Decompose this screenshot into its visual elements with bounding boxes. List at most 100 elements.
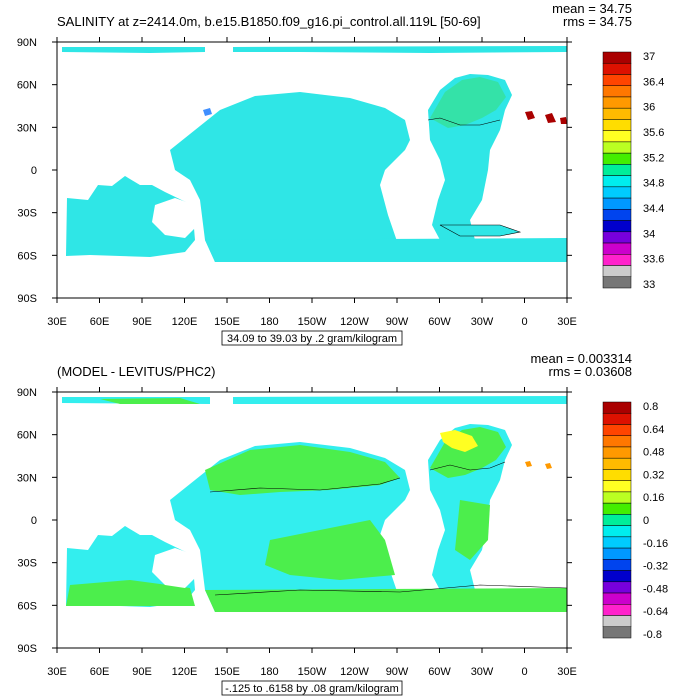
x-tick-label: 30E	[47, 316, 67, 328]
bottom-australia	[152, 548, 198, 588]
top-range-box	[221, 330, 403, 346]
colorbar-swatch	[602, 581, 632, 594]
top-pacific	[170, 92, 410, 262]
colorbar-swatch	[602, 197, 632, 210]
x-tick-label: 90W	[386, 316, 409, 328]
x-tick-label: 120E	[172, 666, 198, 678]
bottom-contour-2	[209, 477, 401, 493]
colorbar-label: 0.8	[643, 401, 658, 413]
y-tick-label: 60S	[17, 600, 37, 612]
x-tick-label: 30E	[557, 316, 577, 328]
colorbar-swatch	[602, 435, 632, 448]
colorbar-swatch	[602, 615, 632, 628]
top-southern-ocean	[205, 238, 567, 262]
top-north-atlantic	[430, 77, 506, 128]
y-tick-label: 90S	[17, 643, 37, 655]
top-australia	[152, 198, 198, 238]
top-colorbar: 37 36.4 36 35.6 35.2 34.8 34.4 34 33.6 33	[602, 51, 664, 291]
bottom-mean: mean = 0.003314	[530, 351, 632, 366]
top-red-patch-1	[525, 111, 535, 120]
colorbar-label: 34.4	[643, 203, 664, 215]
y-tick-label: 90N	[17, 387, 37, 399]
colorbar-swatch	[602, 220, 632, 233]
x-tick-label: 180	[260, 316, 278, 328]
x-tick-label: 30E	[557, 666, 577, 678]
y-tick-label: 0	[31, 165, 37, 177]
colorbar-swatch	[602, 96, 632, 109]
x-tick-label: 120E	[172, 316, 198, 328]
top-title: SALINITY at z=2414.0m, b.e15.B1850.f09_g…	[57, 14, 481, 29]
colorbar-swatch	[602, 570, 632, 583]
y-tick-label: 90N	[17, 37, 37, 49]
colorbar-swatch	[602, 74, 632, 86]
bottom-rms: rms = 0.03608	[549, 364, 632, 379]
top-axis-ticks: 30E 60E 90E 120E 150E 180 150W 120W 90W 60W 30W 0 30…	[17, 37, 577, 328]
colorbar-swatch	[602, 209, 632, 221]
colorbar-swatch	[602, 559, 632, 571]
top-contour-line	[427, 117, 501, 126]
bottom-axis-ticks: 30E 60E 90E 120E 150E 180 150W 120W 90W 60W 30W 0 30…	[17, 387, 577, 678]
colorbar-swatch	[602, 164, 632, 176]
y-tick-label: 0	[31, 515, 37, 527]
x-tick-label: 0	[521, 666, 527, 678]
x-tick-label: 60E	[90, 316, 110, 328]
bottom-range-box	[221, 680, 403, 696]
x-tick-label: 60W	[428, 316, 451, 328]
bottom-map	[57, 392, 567, 648]
colorbar-label: -0.48	[643, 583, 668, 595]
colorbar-label: 0.64	[643, 424, 664, 436]
colorbar-label: 0.48	[643, 447, 664, 459]
colorbar-label: 33.6	[643, 254, 664, 266]
x-tick-label: 120W	[340, 666, 369, 678]
colorbar-swatch	[602, 424, 632, 436]
colorbar-swatch	[602, 514, 632, 526]
colorbar-swatch	[602, 242, 632, 255]
x-tick-label: 30E	[47, 666, 67, 678]
bottom-colorbar: 0.8 0.64 0.48 0.32 0.16 0 -0.16 -0.32 -0.48 -0.64…	[602, 401, 668, 641]
bottom-contour-3	[214, 584, 567, 596]
x-tick-label: 60W	[428, 666, 451, 678]
x-tick-label: 150W	[298, 666, 327, 678]
bottom-panel: (MODEL - LEVITUS/PHC2) mean = 0.003314 r…	[17, 351, 668, 696]
top-mean: mean = 34.75	[552, 1, 632, 16]
top-panel: SALINITY at z=2414.0m, b.e15.B1850.f09_g…	[17, 1, 664, 346]
x-tick-label: 0	[521, 316, 527, 328]
colorbar-label: -0.16	[643, 538, 668, 550]
x-tick-label: 30W	[471, 316, 494, 328]
colorbar-swatch	[602, 525, 632, 538]
top-arctic-left	[62, 47, 205, 53]
colorbar-swatch	[602, 152, 632, 165]
colorbar-swatch	[602, 469, 632, 481]
bottom-arctic-right	[233, 396, 567, 404]
colorbar-swatch	[602, 141, 632, 154]
bottom-range-note: -.125 to .6158 by .08 gram/kilogram	[225, 683, 399, 695]
bottom-contour-1	[429, 461, 506, 471]
colorbar-swatch	[602, 265, 632, 278]
bottom-south-atlantic-green	[455, 500, 490, 560]
top-map	[57, 42, 567, 298]
x-tick-label: 120W	[340, 316, 369, 328]
colorbar-swatch	[602, 175, 632, 188]
colorbar-label: 36.4	[643, 76, 664, 88]
top-blue-patch	[203, 108, 212, 116]
top-indian-ocean	[66, 176, 195, 257]
bottom-south-pacific-green	[265, 520, 395, 580]
colorbar-swatch	[602, 401, 632, 414]
colorbar-swatch	[602, 457, 632, 470]
colorbar-label: -0.64	[643, 606, 668, 618]
y-tick-label: 30S	[17, 208, 37, 220]
colorbar-label: -0.32	[643, 561, 668, 573]
bottom-southern-ocean	[205, 588, 567, 612]
top-rms: rms = 34.75	[563, 14, 632, 29]
x-tick-label: 150W	[298, 316, 327, 328]
colorbar-swatch	[602, 51, 632, 64]
colorbar-swatch	[602, 626, 632, 639]
colorbar-label: 0	[643, 515, 649, 527]
colorbar-label: 37	[643, 51, 655, 63]
bottom-indian-green	[66, 580, 195, 606]
colorbar-label: 0.32	[643, 469, 664, 481]
top-southern-contour	[439, 224, 522, 237]
colorbar-swatch	[602, 62, 632, 75]
y-tick-label: 30N	[17, 122, 37, 134]
colorbar-swatch	[602, 85, 632, 98]
